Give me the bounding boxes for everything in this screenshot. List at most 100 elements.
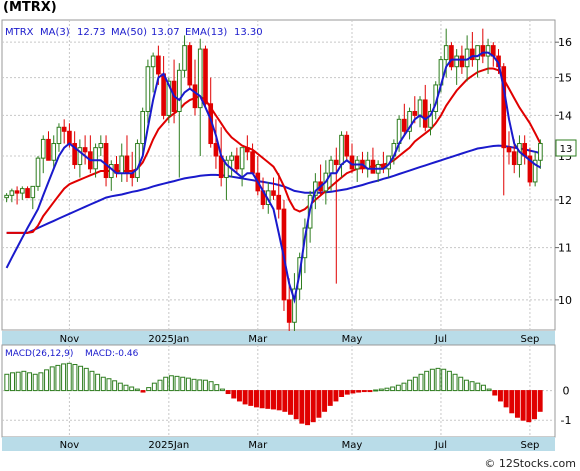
macd-bar-positive xyxy=(191,378,197,392)
candle-up xyxy=(40,138,46,159)
macd-bar-positive xyxy=(475,382,481,392)
macd-bar-positive xyxy=(100,376,106,392)
macd-bar-negative xyxy=(350,390,356,394)
candle-up xyxy=(417,99,423,116)
macd-bar-positive xyxy=(412,376,418,392)
macd-bar-negative xyxy=(276,390,282,411)
candle-down xyxy=(370,159,376,174)
month-band-bottom xyxy=(2,437,555,451)
candle-up xyxy=(119,155,125,174)
macd-bar-positive xyxy=(180,376,186,392)
macd-bars-layer xyxy=(4,362,543,426)
month-label: Jul xyxy=(434,440,447,451)
macd-bar-positive xyxy=(441,368,447,392)
macd-bar-positive xyxy=(208,381,214,392)
candle-down xyxy=(103,143,109,179)
macd-bar-positive xyxy=(72,364,78,392)
candle-up xyxy=(443,45,449,61)
macd-bar-positive xyxy=(219,388,225,392)
candle-down xyxy=(501,66,507,149)
candle-up xyxy=(56,126,62,145)
price-tick-label: 12 xyxy=(558,194,572,207)
macd-bar-positive xyxy=(95,373,101,392)
legend-ma3-value: 12.73 xyxy=(77,27,106,38)
macd-bar-positive xyxy=(15,371,21,392)
macd-bar-positive xyxy=(89,370,95,392)
macd-bar-negative xyxy=(316,390,322,418)
candle-up xyxy=(239,147,245,170)
candle-up xyxy=(176,69,182,112)
macd-bar-positive xyxy=(424,370,430,392)
macd-tick-label: -1 xyxy=(561,414,572,427)
price-tick-label: 10 xyxy=(558,294,572,307)
macd-bar-negative xyxy=(497,390,503,402)
legend-ema13-label: EMA(13) xyxy=(185,27,227,38)
macd-bar-negative xyxy=(327,390,333,406)
macd-bar-positive xyxy=(134,388,140,392)
macd-bar-negative xyxy=(526,390,532,423)
macd-bar-negative xyxy=(140,390,146,393)
macd-bar-positive xyxy=(185,377,191,392)
candle-up xyxy=(51,143,57,161)
candle-down xyxy=(276,194,282,210)
macd-bar-negative xyxy=(293,390,299,420)
legend-ticker: MTRX xyxy=(5,27,34,38)
macd-bar-positive xyxy=(49,366,55,392)
macd-bar-negative xyxy=(248,390,254,406)
candle-up xyxy=(4,194,9,199)
candle-down xyxy=(234,155,240,170)
macd-bar-negative xyxy=(259,390,265,409)
candle-down xyxy=(245,147,250,153)
macd-legend-label: MACD(26,12,9) xyxy=(5,349,73,359)
macd-bar-positive xyxy=(78,365,84,392)
candle-down xyxy=(527,155,533,183)
candle-up xyxy=(150,55,156,68)
macd-bar-negative xyxy=(299,390,305,424)
macd-bar-positive xyxy=(435,367,441,392)
month-label: Mar xyxy=(248,440,268,451)
candle-up xyxy=(140,110,146,145)
candle-up xyxy=(428,110,433,128)
macd-tick-label: 0 xyxy=(563,385,570,398)
macd-bar-negative xyxy=(520,390,526,421)
month-label: Mar xyxy=(248,334,268,345)
ma3-line xyxy=(5,51,541,304)
macd-bar-positive xyxy=(429,368,435,392)
candle-up xyxy=(135,143,140,179)
macd-bar-negative xyxy=(282,390,288,412)
macd-bar-positive xyxy=(4,373,10,392)
macd-bar-positive xyxy=(384,387,390,392)
candle-down xyxy=(250,151,255,174)
candle-down xyxy=(156,55,161,75)
candle-down xyxy=(333,159,339,166)
candle-down xyxy=(213,143,219,157)
candle-up xyxy=(35,157,41,187)
macd-bar-positive xyxy=(168,375,174,392)
macd-bar-negative xyxy=(288,390,294,415)
price-tick-label: 11 xyxy=(558,242,572,255)
macd-bar-negative xyxy=(305,390,311,426)
macd-bar-positive xyxy=(83,367,89,392)
macd-bar-positive xyxy=(378,388,384,392)
month-label: Nov xyxy=(60,334,80,345)
macd-bar-positive xyxy=(106,378,112,392)
macd-bar-positive xyxy=(66,362,72,392)
ma3-line-layer xyxy=(5,51,541,304)
candle-down xyxy=(506,147,512,153)
candles-layer xyxy=(4,28,543,340)
candle-down xyxy=(449,45,454,68)
macd-bar-negative xyxy=(265,390,271,409)
macd-bar-positive xyxy=(157,379,163,392)
macd-bar-negative xyxy=(344,390,350,395)
price-y-axis: 10 11 12 13 14 15 16 xyxy=(555,36,572,307)
macd-bar-positive xyxy=(10,372,15,392)
candle-up xyxy=(454,55,459,68)
candle-up xyxy=(182,45,187,71)
candle-up xyxy=(475,45,480,61)
candle-up xyxy=(224,159,229,179)
macd-bar-negative xyxy=(271,390,276,410)
macd-bar-positive xyxy=(452,373,458,392)
macd-bar-negative xyxy=(492,390,498,396)
macd-bar-positive xyxy=(117,382,123,392)
